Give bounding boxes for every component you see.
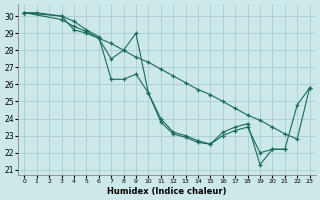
X-axis label: Humidex (Indice chaleur): Humidex (Indice chaleur)	[107, 187, 227, 196]
